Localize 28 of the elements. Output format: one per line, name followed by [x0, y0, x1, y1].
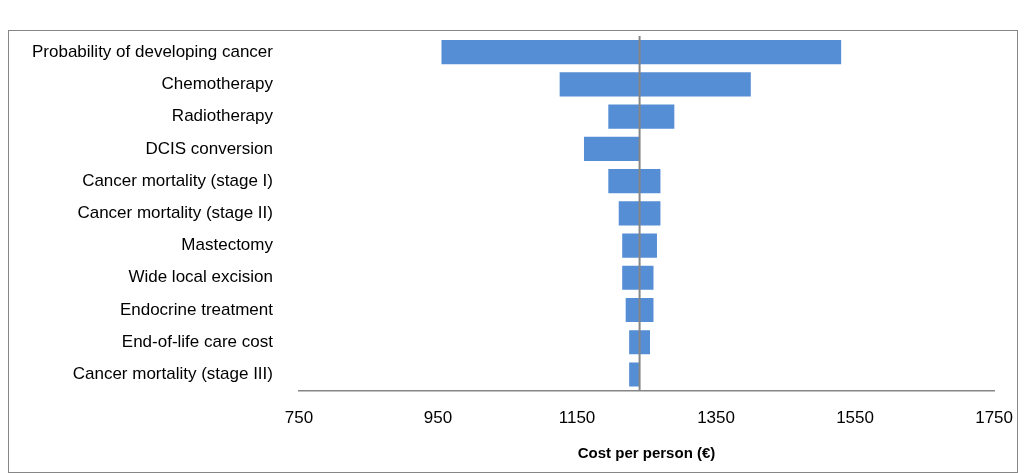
y-tick-label: Radiotherapy — [171, 106, 274, 126]
x-tick-label: 1150 — [558, 408, 596, 428]
bar — [622, 233, 657, 258]
bar — [629, 362, 640, 387]
x-tick-label: 950 — [423, 408, 453, 428]
y-tick-label: Cancer mortality (stage I) — [82, 170, 273, 190]
y-tick-label: Cancer mortality (stage III) — [72, 364, 273, 384]
bar — [583, 136, 640, 161]
bar — [608, 168, 661, 194]
x-axis-title: Cost per person (€) — [577, 444, 716, 462]
x-tick-label: 1750 — [975, 408, 1013, 428]
bar — [622, 265, 654, 290]
y-tick-label: Mastectomy — [181, 235, 274, 255]
y-tick-label: Probability of developing cancer — [32, 41, 274, 61]
bar — [608, 104, 675, 129]
bar — [441, 40, 842, 65]
y-tick-label: Endocrine treatment — [119, 299, 274, 319]
x-tick-label: 1550 — [836, 408, 874, 428]
y-tick-label: DCIS conversion — [145, 138, 273, 158]
y-tick-label: End-of-life care cost — [121, 331, 274, 351]
x-tick-label: 750 — [284, 408, 314, 428]
x-tick-label: 1350 — [697, 408, 735, 428]
bar — [559, 72, 751, 97]
bar — [629, 330, 651, 355]
y-tick-label: Wide local excision — [128, 267, 273, 287]
y-tick-label: Chemotherapy — [161, 74, 274, 94]
bar — [618, 201, 661, 226]
y-tick-label: Cancer mortality (stage II) — [77, 202, 273, 222]
